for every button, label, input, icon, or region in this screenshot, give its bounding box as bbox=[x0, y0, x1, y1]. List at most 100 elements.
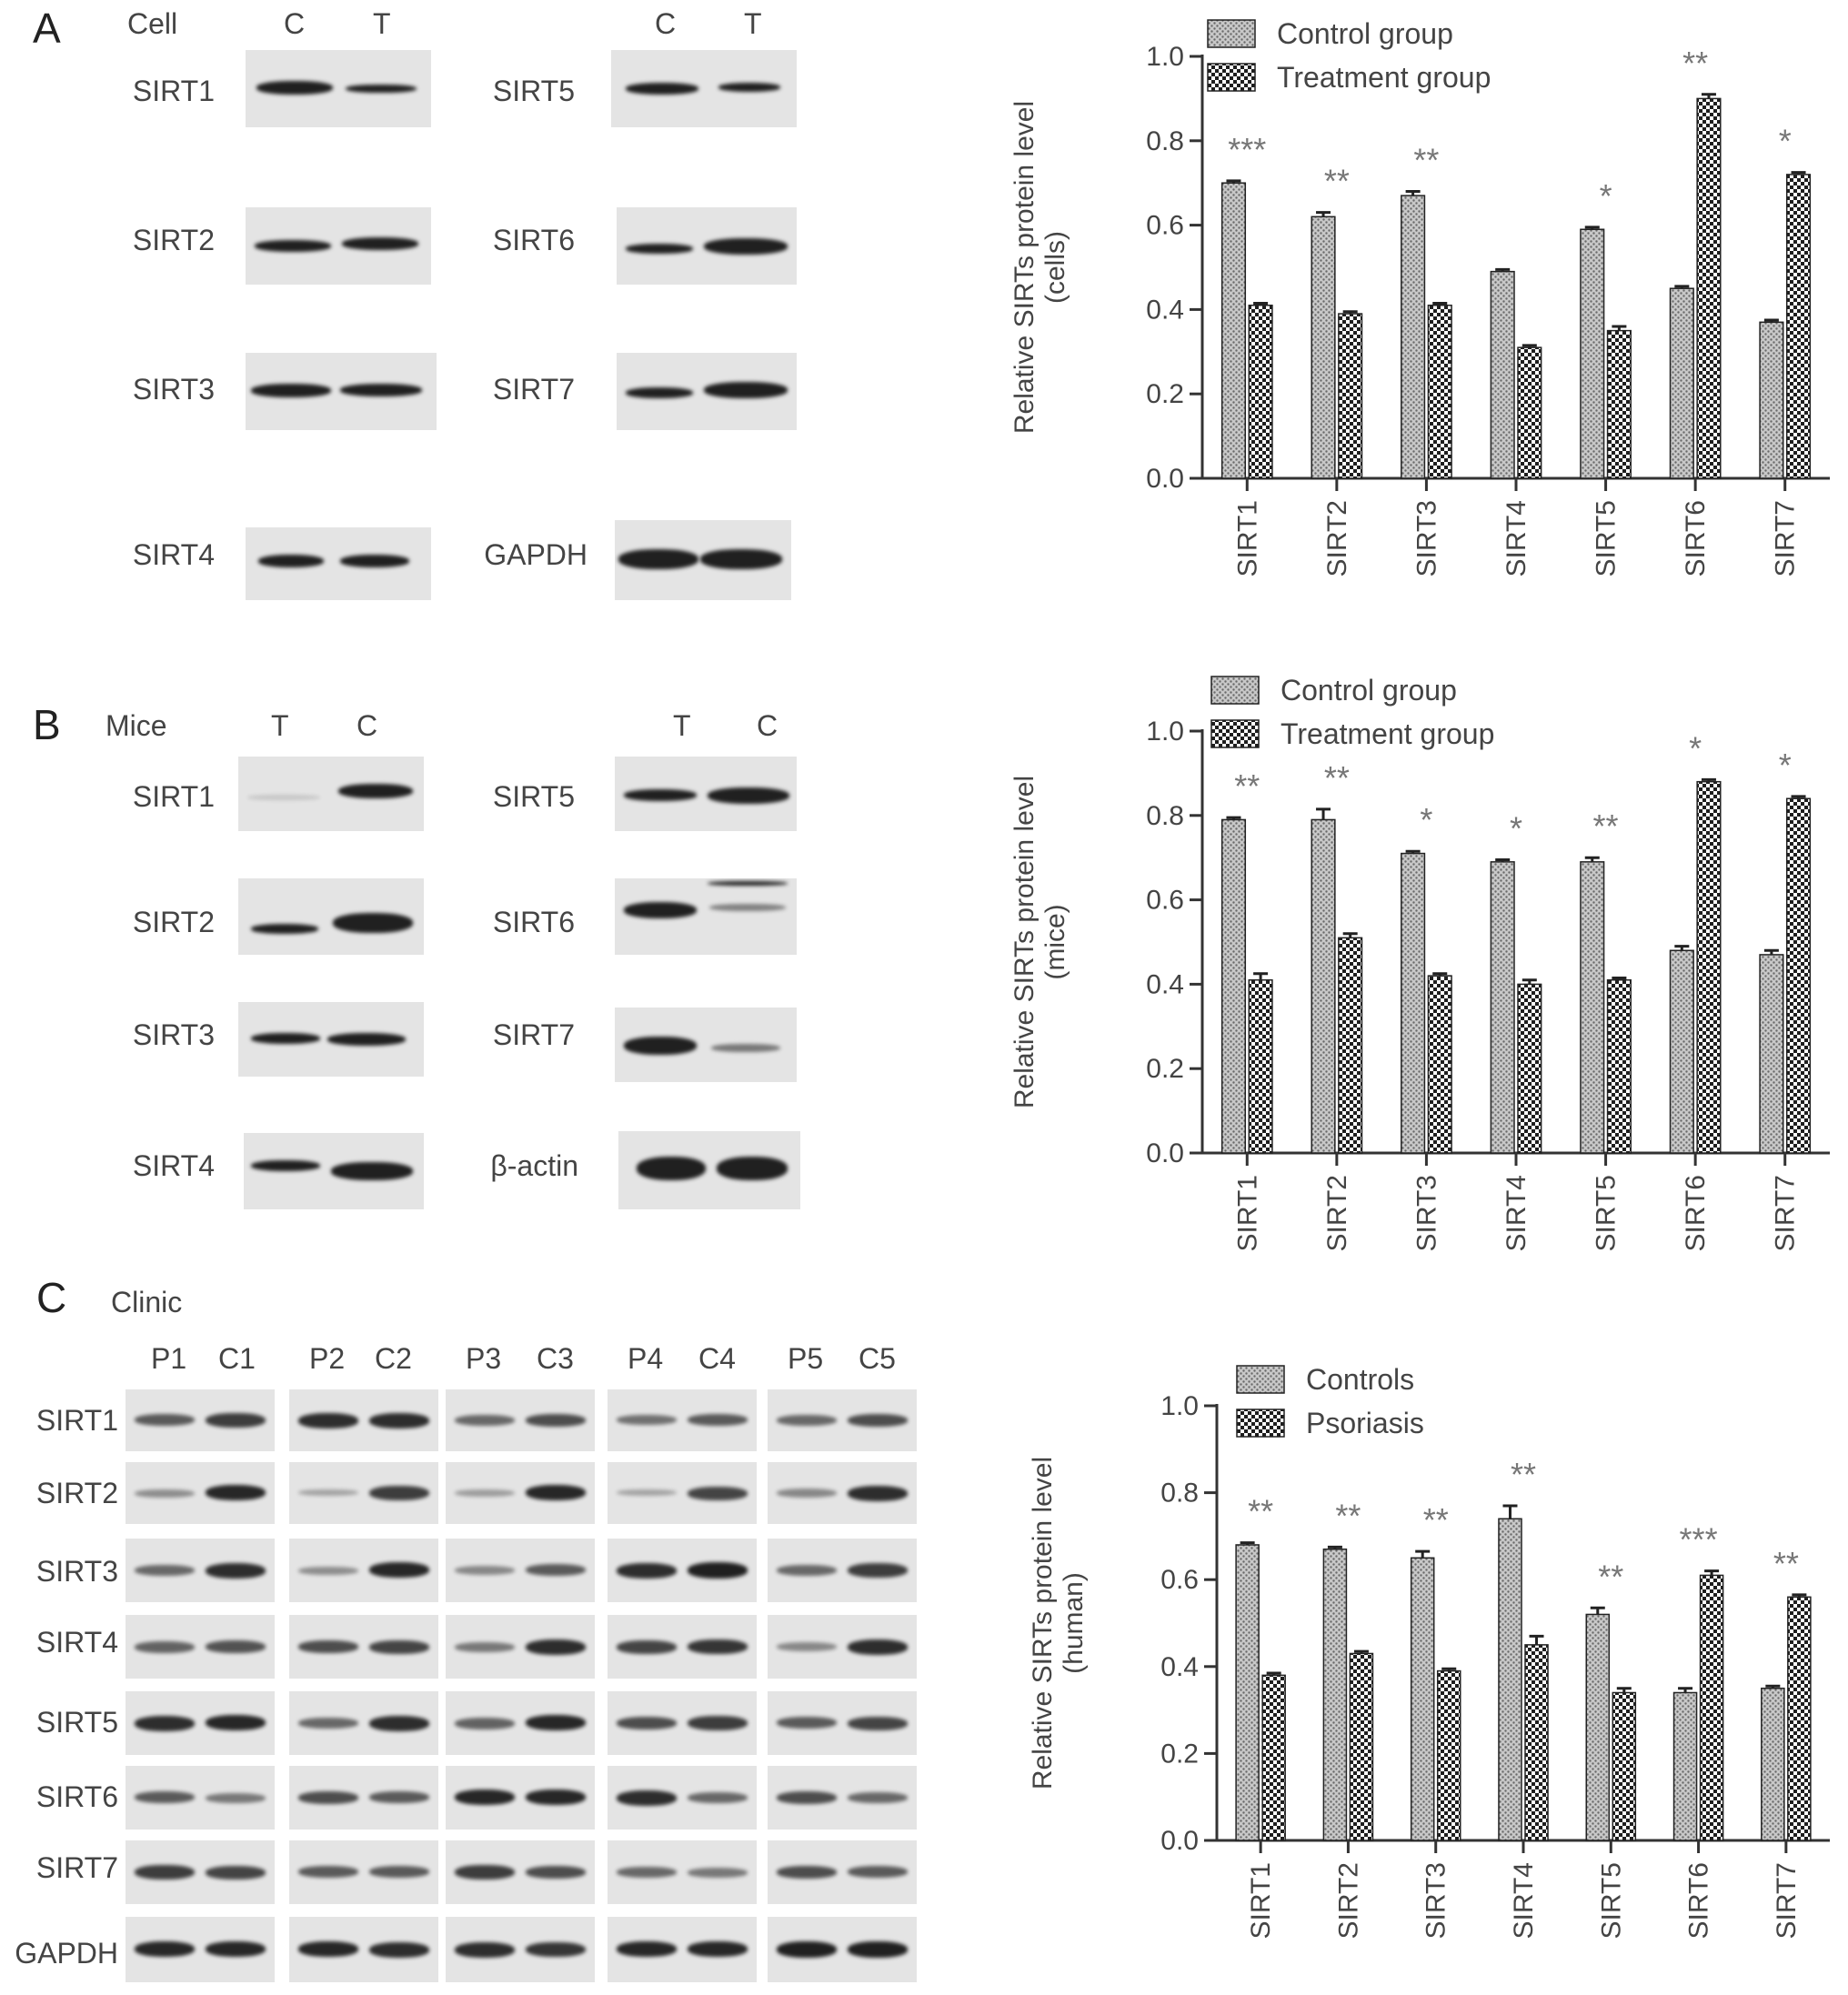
blot-band bbox=[206, 1941, 266, 1957]
bar-sirt7-control bbox=[1761, 1687, 1785, 1841]
y-axis-label: Relative SIRTs protein level bbox=[1009, 101, 1040, 434]
significance-marker: ** bbox=[1773, 1545, 1799, 1582]
blot-band bbox=[617, 1717, 677, 1729]
clinic-blot-cell bbox=[126, 1462, 275, 1524]
clinic-blot-cell bbox=[608, 1462, 757, 1524]
panel-a-lane-label: T bbox=[373, 7, 391, 40]
panel-c-row-label: SIRT3 bbox=[35, 1555, 118, 1588]
panel-a-lane-label: C bbox=[655, 7, 677, 40]
clinic-blot-cell bbox=[608, 1917, 757, 1982]
clinic-blot-cell bbox=[608, 1840, 757, 1904]
significance-marker: * bbox=[1689, 729, 1702, 767]
legend-swatch bbox=[1210, 676, 1260, 705]
panel-c-lane-label: C5 bbox=[859, 1342, 896, 1375]
blot-band bbox=[848, 1486, 908, 1501]
blot-band bbox=[206, 1866, 266, 1880]
legend-label: Psoriasis bbox=[1306, 1407, 1424, 1439]
y-tick-label: 1.0 bbox=[1146, 42, 1184, 72]
clinic-blot-cell bbox=[768, 1917, 917, 1982]
y-tick-label: 1.0 bbox=[1146, 717, 1184, 747]
blot-band bbox=[369, 1942, 429, 1958]
clinic-blot-cell bbox=[126, 1840, 275, 1904]
blot-band bbox=[688, 1792, 748, 1803]
blot-band bbox=[206, 1563, 266, 1579]
blot-band bbox=[455, 1789, 515, 1805]
blot-band bbox=[135, 1565, 195, 1576]
significance-marker: *** bbox=[1680, 1521, 1718, 1559]
legend-label: Control group bbox=[1281, 674, 1457, 707]
panel-c-row-label: SIRT1 bbox=[35, 1404, 118, 1437]
x-tick-label: SIRT4 bbox=[1502, 1175, 1532, 1251]
blot-band bbox=[369, 1486, 429, 1500]
bar-sirt1-treatment bbox=[1248, 979, 1273, 1154]
bar-sirt6-control bbox=[1669, 287, 1694, 479]
clinic-blot-cell bbox=[768, 1615, 917, 1679]
clinic-blot-cell bbox=[608, 1615, 757, 1679]
bar-sirt1-treatment bbox=[1261, 1674, 1286, 1841]
clinic-blot-cell bbox=[608, 1766, 757, 1830]
x-tick-label: SIRT1 bbox=[1232, 500, 1262, 576]
blot-a-sirt5 bbox=[611, 50, 797, 127]
panel-b-row-label: β-actin bbox=[490, 1149, 578, 1182]
x-tick-label: SIRT2 bbox=[1322, 500, 1352, 576]
blot-band bbox=[848, 1792, 908, 1803]
blot-band bbox=[848, 1717, 908, 1730]
bar-sirt5-control bbox=[1585, 1613, 1611, 1841]
x-tick-label: SIRT1 bbox=[1232, 1175, 1262, 1251]
blot-band bbox=[848, 1941, 908, 1958]
blot-b-sirt5 bbox=[615, 757, 797, 831]
blot-band bbox=[617, 1941, 677, 1957]
panel-c-row-label: GAPDH bbox=[15, 1937, 118, 1970]
significance-marker: * bbox=[1510, 810, 1522, 847]
x-tick-label: SIRT5 bbox=[1596, 1862, 1626, 1939]
panel-c-row-label: SIRT5 bbox=[35, 1706, 118, 1739]
blot-a-sirt2 bbox=[246, 207, 431, 285]
blot-band bbox=[617, 1415, 677, 1425]
y-tick-label: 0.2 bbox=[1160, 1739, 1199, 1769]
panel-b-row-label: SIRT7 bbox=[492, 1018, 575, 1051]
y-tick-label: 0.4 bbox=[1146, 295, 1184, 325]
blot-band bbox=[526, 1866, 586, 1879]
x-tick-label: SIRT3 bbox=[1421, 1862, 1451, 1939]
panel-c-row-label: SIRT4 bbox=[35, 1626, 118, 1659]
bar-sirt2-control bbox=[1311, 818, 1336, 1154]
y-tick-label: 0.6 bbox=[1146, 211, 1184, 241]
clinic-blot-cell bbox=[126, 1539, 275, 1602]
panel-c-lane-label: P2 bbox=[309, 1342, 346, 1375]
significance-marker: ** bbox=[1511, 1456, 1536, 1493]
clinic-blot-cell bbox=[126, 1389, 275, 1451]
blot-band bbox=[617, 1640, 677, 1654]
blot-band bbox=[455, 1865, 515, 1880]
panel-b-row-label: SIRT5 bbox=[492, 780, 575, 813]
panel-b-header: Mice bbox=[105, 709, 167, 742]
blot-band bbox=[617, 1563, 677, 1579]
clinic-blot-cell bbox=[768, 1539, 917, 1602]
clinic-blot-cell bbox=[446, 1917, 595, 1982]
panel-c-lane-label: P3 bbox=[466, 1342, 502, 1375]
bar-sirt4-control bbox=[1498, 1518, 1522, 1841]
chart-mice: 0.00.20.40.60.81.0SIRT1**SIRT2**SIRT3*SI… bbox=[1009, 674, 1830, 1251]
x-tick-label: SIRT4 bbox=[1509, 1862, 1539, 1939]
significance-marker: * bbox=[1779, 747, 1792, 784]
clinic-blot-cell bbox=[446, 1615, 595, 1679]
bar-sirt4-control bbox=[1490, 270, 1515, 479]
blot-a-sirt6 bbox=[617, 207, 797, 285]
blot-b-sirt3 bbox=[238, 1002, 424, 1077]
panel-c-lane-label: C4 bbox=[698, 1342, 736, 1375]
clinic-blot-cell bbox=[608, 1691, 757, 1755]
bar-sirt2-treatment bbox=[1349, 1652, 1374, 1841]
blot-band bbox=[298, 1718, 358, 1729]
blot-band bbox=[135, 1641, 195, 1653]
clinic-blot-cell bbox=[289, 1539, 438, 1602]
panel-a-row-label: SIRT2 bbox=[132, 224, 215, 256]
blot-band bbox=[298, 1489, 358, 1496]
blot-band bbox=[617, 1867, 677, 1878]
blot-band bbox=[688, 1716, 748, 1730]
blot-band bbox=[526, 1414, 586, 1427]
blot-b-sirt2 bbox=[238, 878, 424, 955]
blot-band bbox=[455, 1489, 515, 1497]
panel-b-row-label: SIRT4 bbox=[132, 1149, 215, 1182]
blot-b-actin bbox=[618, 1131, 800, 1209]
significance-marker: ** bbox=[1682, 45, 1708, 82]
bar-sirt4-treatment bbox=[1517, 983, 1542, 1154]
